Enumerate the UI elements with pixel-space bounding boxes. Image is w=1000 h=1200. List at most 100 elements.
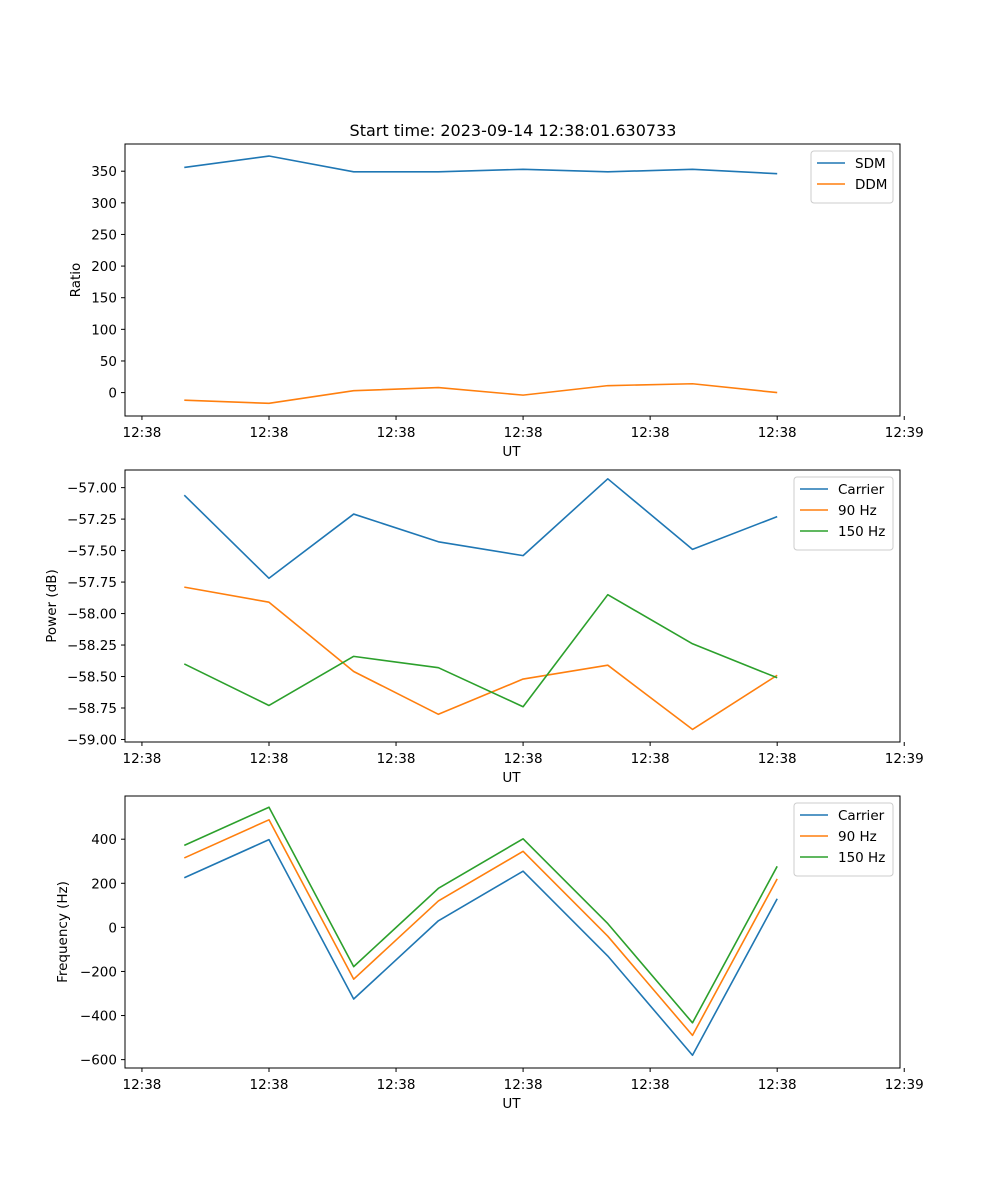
y-tick-label: −58.00 (67, 607, 117, 623)
series-line-carrier (183, 838, 778, 1057)
data-point (436, 899, 440, 903)
y-tick-label: 350 (91, 164, 117, 180)
y-tick-label: −58.50 (67, 670, 117, 686)
legend-label: DDM (855, 177, 887, 193)
x-tick-label: 12:38 (631, 425, 670, 441)
data-point (436, 170, 440, 174)
data-point (267, 576, 271, 580)
y-tick-label: −200 (80, 964, 117, 980)
x-tick-label: 12:38 (504, 1077, 543, 1093)
data-point (351, 654, 355, 658)
x-tick-label: 12:38 (250, 1077, 289, 1093)
legend-label: 150 Hz (838, 850, 885, 866)
y-tick-label: 100 (91, 322, 117, 338)
series-line-carrier (183, 478, 778, 580)
series-line-150-hz (183, 806, 778, 1024)
legend: Carrier 90 Hz 150 Hz (793, 476, 894, 551)
y-tick-label: 0 (108, 386, 117, 402)
x-tick-label: 12:38 (250, 751, 289, 767)
data-point (521, 705, 525, 709)
x-tick-label: 12:38 (631, 1077, 670, 1093)
x-tick-label: 12:38 (504, 751, 543, 767)
data-point (436, 886, 440, 890)
x-tick-label: 12:38 (758, 1077, 797, 1093)
legend-label: 90 Hz (838, 829, 877, 845)
legend: SDM DDM (810, 150, 894, 204)
data-point (521, 837, 525, 841)
data-point (436, 712, 440, 716)
x-axis-label: UT (502, 444, 521, 460)
x-tick-label: 12:39 (885, 751, 924, 767)
x-tick-label: 12:38 (377, 751, 416, 767)
x-tick-label: 12:39 (885, 425, 924, 441)
axes-frame (124, 143, 901, 417)
chart-title: Start time: 2023-09-14 12:38:01.630733 (350, 121, 677, 140)
data-point (690, 1053, 694, 1057)
x-tick-label: 12:38 (504, 425, 543, 441)
data-point (182, 856, 186, 860)
data-point (351, 389, 355, 393)
data-point (182, 493, 186, 497)
data-point (775, 897, 779, 901)
legend-label: 90 Hz (838, 503, 877, 519)
x-tick-label: 12:38 (122, 1077, 161, 1093)
x-tick-label: 12:38 (631, 751, 670, 767)
y-tick-label: −57.75 (67, 575, 117, 591)
data-point (606, 170, 610, 174)
data-point (351, 669, 355, 673)
data-point (267, 600, 271, 604)
x-tick-label: 12:39 (885, 1077, 924, 1093)
data-point (521, 677, 525, 681)
y-tick-label: 150 (91, 291, 117, 307)
legend-label: 150 Hz (838, 524, 885, 540)
data-point (351, 977, 355, 981)
data-point (606, 592, 610, 596)
legend-box (810, 150, 894, 204)
data-point (775, 172, 779, 176)
data-point (267, 154, 271, 158)
y-tick-label: −57.25 (67, 512, 117, 528)
data-point (351, 170, 355, 174)
series-line-ddm (184, 382, 778, 405)
data-point (606, 477, 610, 481)
x-axis-label: UT (502, 1096, 521, 1112)
y-tick-label: 200 (91, 876, 117, 892)
data-point (182, 585, 186, 589)
series-line-90-hz (183, 819, 778, 1037)
data-point (182, 843, 186, 847)
legend-label: Carrier (838, 808, 885, 824)
data-point (267, 818, 271, 822)
y-axis-label: Frequency (Hz) (55, 881, 71, 983)
data-point (775, 676, 779, 680)
data-point (690, 167, 694, 171)
data-point (690, 1021, 694, 1025)
data-point (606, 954, 610, 958)
y-tick-label: 50 (100, 354, 117, 370)
x-tick-label: 12:38 (758, 751, 797, 767)
data-point (351, 512, 355, 516)
y-axis-label: Ratio (68, 263, 84, 298)
x-axis-label: UT (502, 770, 521, 786)
y-tick-label: −400 (80, 1009, 117, 1025)
data-point (521, 553, 525, 557)
y-tick-label: 0 (108, 920, 117, 936)
data-point (182, 398, 186, 402)
legend-label: SDM (855, 156, 886, 172)
y-tick-label: 200 (91, 259, 117, 275)
data-point (690, 727, 694, 731)
data-point (436, 385, 440, 389)
data-point (690, 1033, 694, 1037)
data-point (775, 877, 779, 881)
series-line-150-hz (183, 593, 778, 708)
data-point (351, 997, 355, 1001)
y-tick-label: 400 (91, 832, 117, 848)
data-point (267, 805, 271, 809)
data-point (606, 934, 610, 938)
data-point (521, 849, 525, 853)
data-point (690, 547, 694, 551)
data-point (690, 642, 694, 646)
axes-frame (124, 469, 901, 743)
y-tick-label: −59.00 (67, 732, 117, 748)
chart-panel-3: −600 −400 −200 0 200 400 12:38 12:38 12:38 12:38 1… (55, 795, 924, 1112)
data-point (775, 514, 779, 518)
